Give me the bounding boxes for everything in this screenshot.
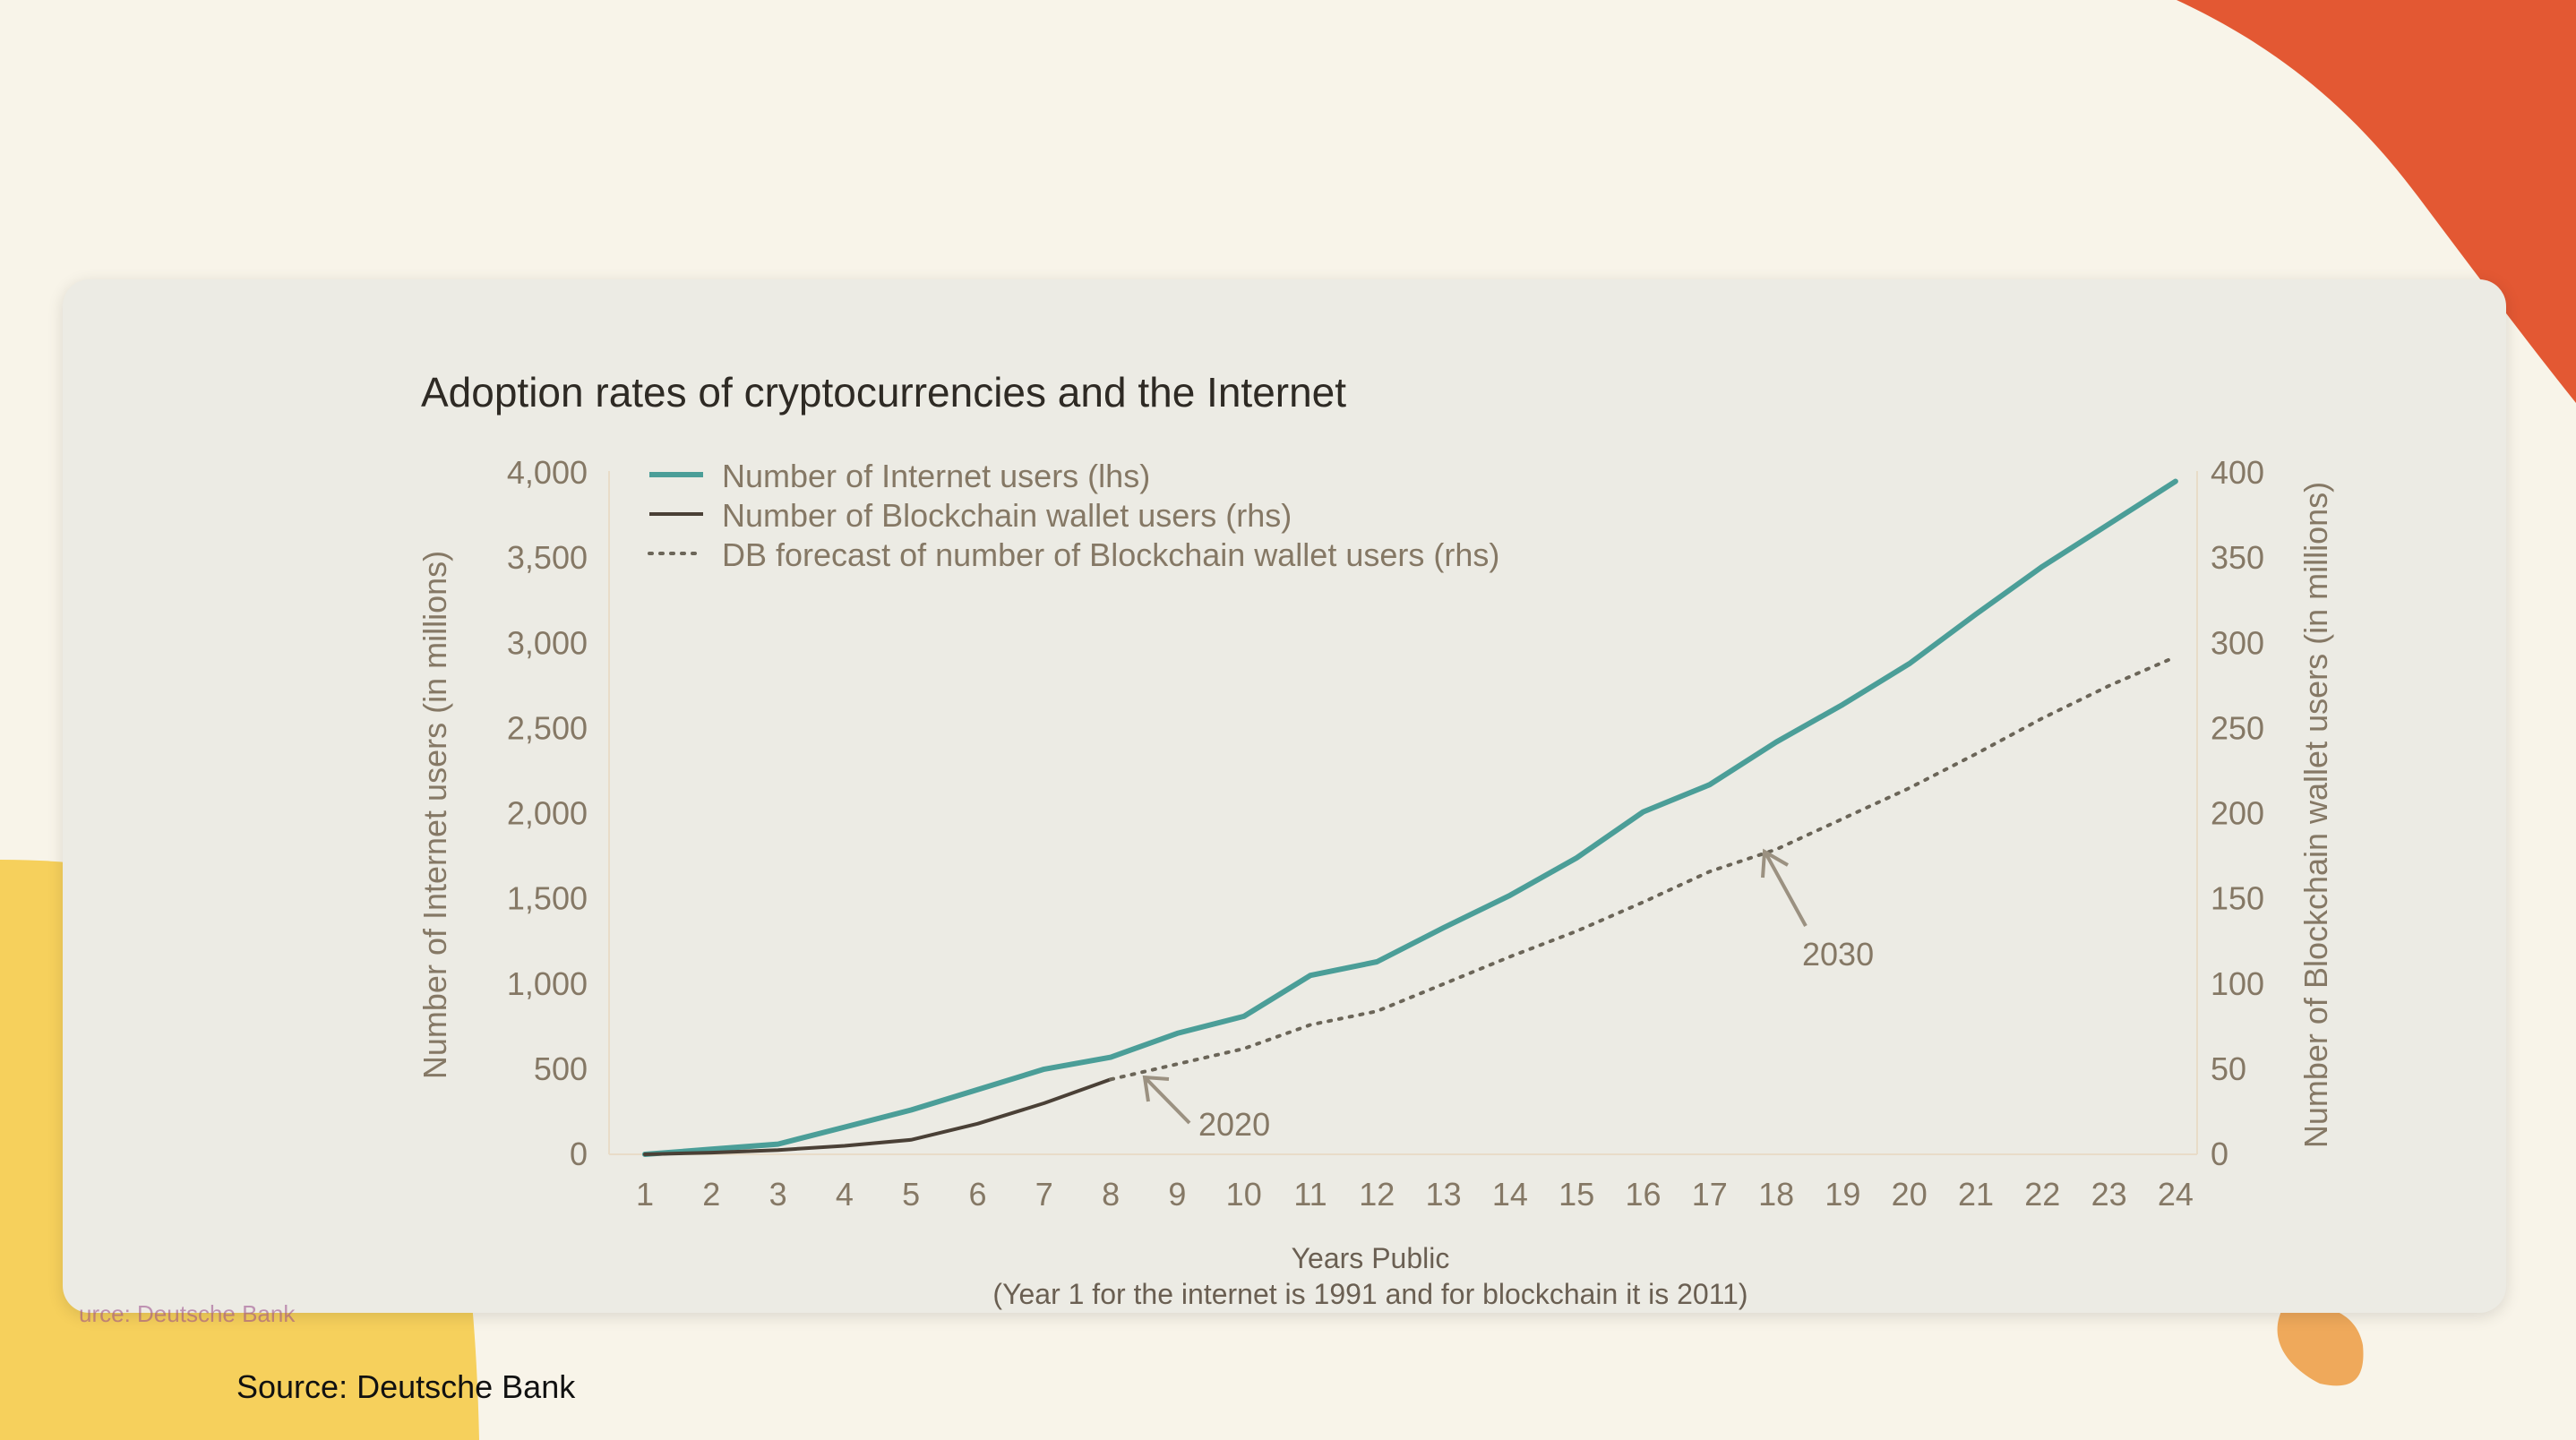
annotation-2020-arrow [1145,1077,1191,1125]
x-tick-3: 3 [769,1176,787,1213]
x-tick-1: 1 [636,1176,654,1213]
y-tick-left-6: 3,000 [507,624,588,661]
y-tick-left-5: 2,500 [507,709,588,746]
series-blockchain-line [643,1077,1113,1156]
x-tick-12: 12 [1359,1176,1395,1213]
y-tick-right-2: 100 [2211,965,2264,1002]
series-forecast-line [1109,655,2177,1082]
y-tick-left-8: 4,000 [507,454,588,491]
x-tick-17: 17 [1692,1176,1728,1213]
y-tick-left-4: 2,000 [507,795,588,832]
x-axis-label: Years Public [1292,1242,1450,1274]
y-axis-label-right: Number of Blockchain wallet users (in mi… [2297,482,2334,1148]
legend-label-blockchain: Number of Blockchain wallet users (rhs) [722,497,1292,534]
y-ticks-left: 0 500 1,000 1,500 2,000 2,500 3,000 3,500 4,000 [507,454,588,1172]
chart-title: Adoption rates of cryptocurrencies and t… [421,369,1346,416]
y-tick-right-6: 300 [2211,624,2264,661]
series-internet-line [642,478,2178,1157]
x-tick-24: 24 [2158,1176,2194,1213]
y-tick-right-4: 200 [2211,795,2264,832]
y-tick-left-7: 3,500 [507,539,588,576]
line-chart: Adoption rates of cryptocurrencies and t… [416,369,2334,1310]
annotation-2020: 2020 [1198,1106,1270,1143]
x-tick-7: 7 [1035,1176,1053,1213]
x-tick-20: 20 [1892,1176,1928,1213]
orange-blob [2177,0,2576,403]
chart-card [63,279,2506,1313]
annotations: 2020 2030 [1142,848,1874,1143]
source-ghost-text: urce: Deutsche Bank [79,1300,296,1327]
annotation-2030-arrow [1765,853,1807,927]
x-tick-15: 15 [1558,1176,1594,1213]
annotation-2030: 2030 [1802,936,1874,973]
annotation-2020-arrowhead [1142,1075,1170,1102]
x-tick-8: 8 [1102,1176,1120,1213]
x-tick-5: 5 [902,1176,920,1213]
x-tick-22: 22 [2024,1176,2060,1213]
y-tick-left-2: 1,000 [507,965,588,1002]
legend-label-forecast: DB forecast of number of Blockchain wall… [722,536,1499,573]
annotation-2030-arrowhead [1761,848,1789,879]
y-tick-right-3: 150 [2211,880,2264,917]
x-tick-18: 18 [1758,1176,1794,1213]
axes [608,471,2198,1155]
x-tick-21: 21 [1958,1176,1994,1213]
x-tick-14: 14 [1492,1176,1528,1213]
x-tick-9: 9 [1168,1176,1186,1213]
x-tick-19: 19 [1825,1176,1860,1213]
series-layer [642,478,2178,1157]
y-tick-right-5: 250 [2211,709,2264,746]
y-tick-left-0: 0 [570,1136,588,1172]
legend: Number of Internet users (lhs) Number of… [648,458,1499,573]
x-ticks: 1 2 3 4 5 6 7 8 9 10 11 12 13 14 15 16 17 18 19 20 21 22 23 24 [636,1176,2194,1213]
peach-blob [2277,1306,2364,1386]
x-tick-16: 16 [1625,1176,1661,1213]
x-tick-23: 23 [2091,1176,2127,1213]
y-tick-right-7: 350 [2211,539,2264,576]
x-tick-10: 10 [1226,1176,1262,1213]
y-tick-right-1: 50 [2211,1050,2246,1087]
x-tick-11: 11 [1293,1176,1327,1213]
x-tick-2: 2 [702,1176,720,1213]
x-tick-13: 13 [1426,1176,1462,1213]
legend-label-internet: Number of Internet users (lhs) [722,458,1150,494]
x-tick-4: 4 [836,1176,854,1213]
y-axis-label-left: Number of Internet users (in millions) [416,551,453,1079]
y-tick-right-0: 0 [2211,1136,2228,1172]
x-tick-6: 6 [968,1176,986,1213]
y-tick-right-8: 400 [2211,454,2264,491]
y-tick-left-3: 1,500 [507,880,588,917]
source-caption: Source: Deutsche Bank [236,1368,576,1405]
y-ticks-right: 0 50 100 150 200 250 300 350 400 [2211,454,2264,1172]
x-axis-note: (Year 1 for the internet is 1991 and for… [992,1278,1747,1310]
y-tick-left-1: 500 [534,1050,588,1087]
